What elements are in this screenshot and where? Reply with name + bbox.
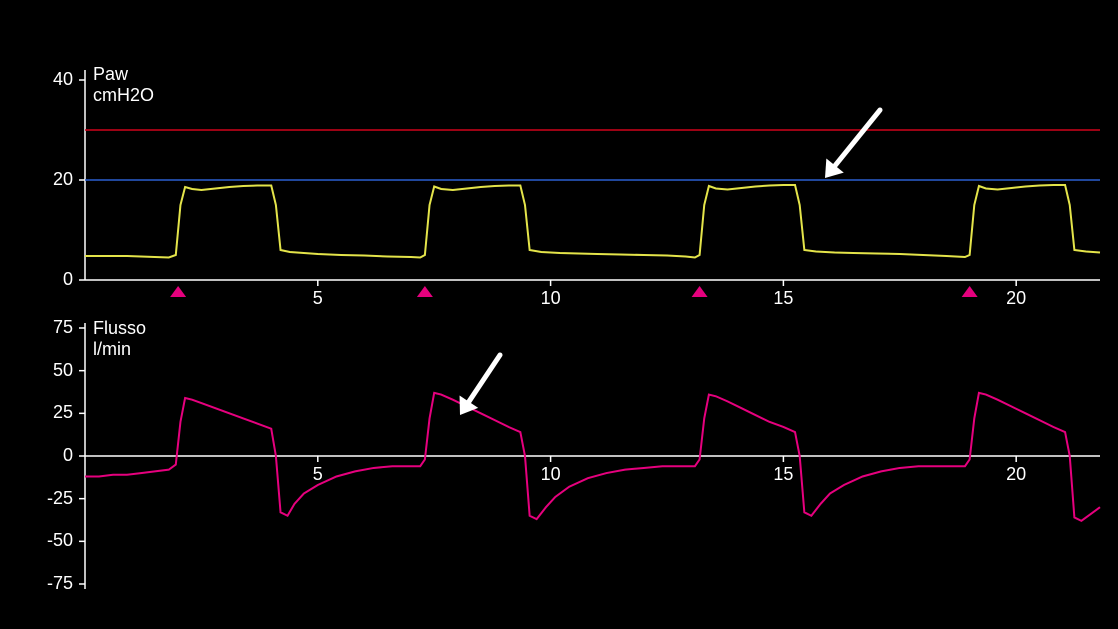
annotation-arrow-icon [460, 355, 500, 415]
bottom-x-tick-label: 5 [288, 464, 348, 485]
pressure-trace [85, 185, 1100, 258]
bottom-x-tick-label: 20 [986, 464, 1046, 485]
trigger-marker-icon [417, 286, 433, 297]
trigger-marker-icon [170, 286, 186, 297]
bottom-chart-title: Flussol/min [93, 318, 146, 360]
bottom-y-tick-label: 0 [63, 445, 73, 466]
bottom-y-tick-label: 75 [53, 317, 73, 338]
top-y-tick-label: 0 [63, 269, 73, 290]
top-chart-title: PawcmH2O [93, 64, 154, 106]
top-x-tick-label: 20 [986, 288, 1046, 309]
bottom-y-tick-label: -25 [47, 488, 73, 509]
top-x-tick-label: 10 [521, 288, 581, 309]
annotation-arrow-icon [825, 110, 880, 178]
flow-trace [85, 393, 1100, 521]
top-x-tick-label: 15 [753, 288, 813, 309]
top-x-tick-label: 5 [288, 288, 348, 309]
trigger-marker-icon [962, 286, 978, 297]
waveform-charts [0, 0, 1118, 629]
bottom-y-tick-label: -50 [47, 530, 73, 551]
top-y-tick-label: 40 [53, 69, 73, 90]
bottom-y-tick-label: 50 [53, 360, 73, 381]
bottom-x-tick-label: 15 [753, 464, 813, 485]
bottom-y-tick-label: 25 [53, 402, 73, 423]
bottom-x-tick-label: 10 [521, 464, 581, 485]
top-y-tick-label: 20 [53, 169, 73, 190]
bottom-y-tick-label: -75 [47, 573, 73, 594]
trigger-marker-icon [692, 286, 708, 297]
